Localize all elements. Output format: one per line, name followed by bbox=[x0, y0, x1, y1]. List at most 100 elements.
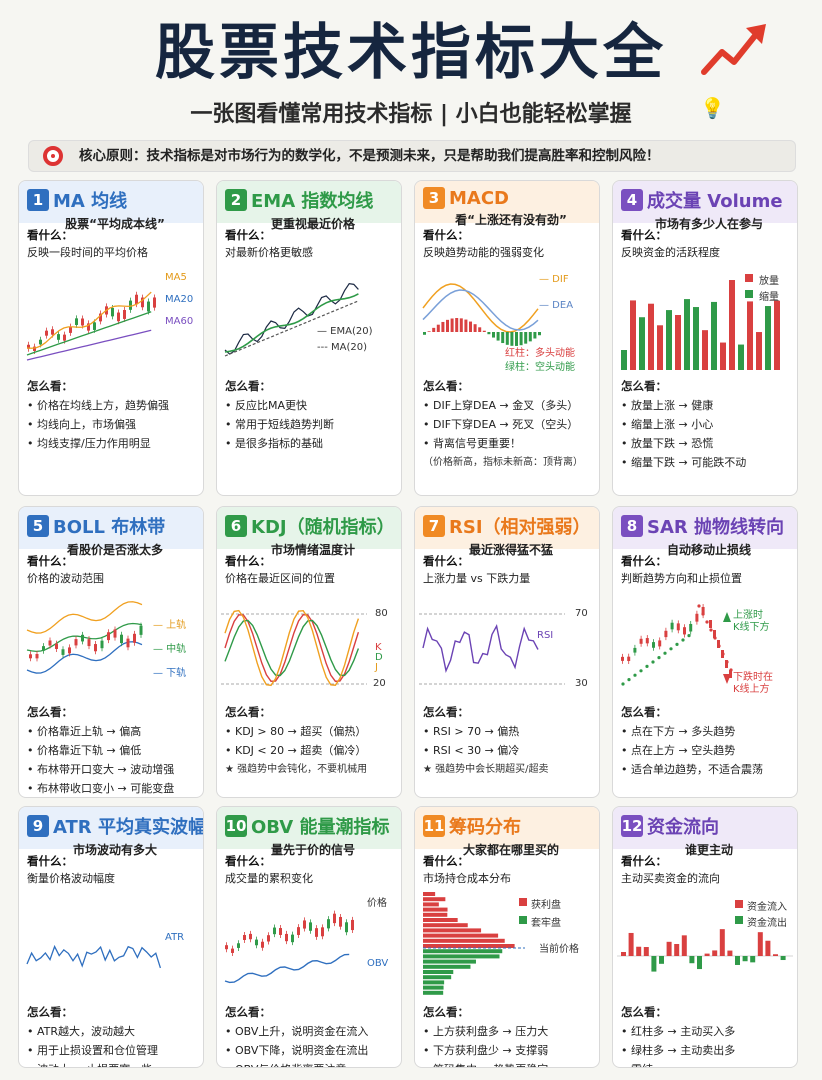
candle bbox=[315, 928, 318, 937]
points-list: OBV上升，说明资金在流入OBV下降，说明资金在流出OBV与价格背离要注意 bbox=[217, 1022, 401, 1067]
chip-bar bbox=[423, 980, 445, 985]
sar-dot bbox=[697, 604, 701, 608]
chart-label: 资金流入 bbox=[747, 902, 787, 913]
chart-label: 放量 bbox=[759, 276, 779, 287]
point-item: RSI < 30 → 偏冷 bbox=[423, 741, 599, 760]
point-item: 价格靠近上轨 → 偏高 bbox=[27, 722, 203, 741]
money-flow-bar bbox=[742, 956, 748, 962]
chart-label: — DEA bbox=[539, 300, 574, 311]
points-list: 反应比MA更快常用于短线趋势判断是很多指标的基础 bbox=[217, 396, 401, 453]
candle bbox=[123, 309, 126, 319]
macd-histogram-bar bbox=[455, 318, 459, 332]
money-flow-bar bbox=[666, 941, 672, 956]
candle bbox=[261, 941, 264, 948]
macd-histogram-bar bbox=[432, 327, 436, 332]
money-flow-bar bbox=[719, 929, 725, 956]
what-text: 市场持仓成本分布 bbox=[423, 872, 511, 885]
chip-bar bbox=[423, 990, 444, 995]
macd-histogram-bar bbox=[492, 332, 495, 338]
chip-bar bbox=[423, 918, 458, 922]
card-title: MA 均线 bbox=[53, 191, 128, 212]
points-list: RSI > 70 → 偏热RSI < 30 → 偏冷 bbox=[415, 722, 599, 760]
money-flow-bar bbox=[757, 932, 763, 956]
how-label: 怎么看： bbox=[225, 379, 271, 393]
card-subtitle: 股票“平均成本线” bbox=[65, 217, 165, 231]
card-header: 1 MA 均线 股票“平均成本线” bbox=[19, 181, 203, 231]
candle bbox=[100, 640, 104, 649]
what-label: 看什么： bbox=[423, 854, 469, 868]
volume-bar bbox=[639, 317, 645, 370]
card-note: ★ 强趋势中会长期超买/超卖 bbox=[423, 764, 549, 775]
chart-label: --- MA(20) bbox=[317, 342, 367, 353]
chip-bar bbox=[423, 959, 476, 964]
candle bbox=[297, 927, 300, 935]
point-item: 适合单边趋势，不适合震荡 bbox=[621, 760, 797, 779]
chart-label: ATR bbox=[165, 932, 185, 943]
point-item: 反应比MA更快 bbox=[225, 396, 401, 415]
card-title: MACD bbox=[449, 187, 509, 209]
target-icon bbox=[43, 146, 63, 166]
chart-area: 70 RSI 30 bbox=[415, 586, 599, 704]
chip-bar bbox=[423, 907, 448, 912]
dea-line bbox=[422, 289, 539, 331]
card-header: 4 成交量 Volume 市场有多少人在参与 bbox=[613, 181, 797, 231]
chart-label: MA20 bbox=[165, 294, 194, 305]
sar-dot bbox=[621, 682, 625, 686]
chip-bar bbox=[423, 985, 444, 990]
point-item: 需结 bbox=[621, 1060, 797, 1067]
points-list: DIF上穿DEA → 金叉（多头）DIF下穿DEA → 死叉（空头）背离信号更重… bbox=[415, 396, 599, 453]
chart-label: K线下方 bbox=[733, 622, 770, 633]
candle bbox=[633, 647, 637, 653]
indicator-chart bbox=[617, 900, 793, 972]
sar-dot bbox=[645, 664, 649, 668]
rsi-line bbox=[422, 623, 539, 673]
indicator-card: 6 KDJ（随机指标） 市场情绪温度计 看什么： 价格在最近区间的位置 80 K D J 20 怎么… bbox=[216, 506, 402, 798]
volume-bar bbox=[711, 301, 717, 370]
candle bbox=[87, 323, 90, 331]
chip-bar bbox=[423, 933, 499, 938]
macd-histogram-bar bbox=[501, 332, 505, 344]
point-item: ATR越大，波动越大 bbox=[27, 1022, 203, 1041]
points-list: 红柱多 → 主动买入多绿柱多 → 主动卖出多需结 bbox=[613, 1022, 797, 1067]
ma5-line bbox=[26, 291, 152, 349]
chip-bar bbox=[423, 928, 482, 933]
sar-dot bbox=[675, 642, 679, 646]
points-list: ATR越大，波动越大用于止损设置和仓位管理波动大 → 止损要宽一些 bbox=[19, 1022, 203, 1067]
chart-label: 30 bbox=[575, 678, 588, 689]
volume-bar bbox=[621, 350, 627, 370]
chart-area: — 上轨 — 中轨 — 下轨 bbox=[19, 586, 203, 704]
indicator-card: 4 成交量 Volume 市场有多少人在参与 看什么： 反映资金的活跃程度 放量 缩量 怎么看… bbox=[612, 180, 798, 496]
sar-dot bbox=[709, 628, 713, 632]
macd-histogram-bar bbox=[446, 319, 449, 332]
card-title: 成交量 Volume bbox=[647, 191, 783, 212]
card-subtitle: 更重视最近价格 bbox=[270, 217, 355, 231]
candle bbox=[345, 922, 348, 933]
sar-dot bbox=[701, 612, 705, 616]
card-title: OBV 能量潮指标 bbox=[251, 817, 390, 838]
how-label: 怎么看： bbox=[27, 1005, 73, 1019]
candle bbox=[141, 297, 144, 308]
card-header: 10 OBV 能量潮指标 量先于价的信号 bbox=[217, 807, 401, 857]
money-flow-bar bbox=[773, 954, 778, 956]
what-text: 价格的波动范围 bbox=[27, 572, 104, 585]
indicator-card: 2 EMA 指数均线 更重视最近价格 看什么： 对最新价格更敏感 — EMA(20) ---… bbox=[216, 180, 402, 496]
candle bbox=[701, 606, 705, 616]
card-number-badge: 3 bbox=[423, 187, 445, 209]
volume-bar bbox=[630, 300, 636, 370]
point-item: KDJ < 20 → 超卖（偏冷） bbox=[225, 741, 401, 760]
chip-bar bbox=[423, 954, 500, 959]
legend-swatch bbox=[735, 900, 743, 908]
chart-area: MA5 MA20 MA60 bbox=[19, 260, 203, 378]
card-subtitle: 大家都在哪里买的 bbox=[462, 843, 559, 857]
candle bbox=[267, 935, 270, 942]
money-flow-bar bbox=[780, 956, 786, 961]
point-item: 价格在均线上方，趋势偏强 bbox=[27, 396, 203, 415]
how-label: 怎么看： bbox=[423, 379, 469, 393]
candle bbox=[63, 334, 66, 341]
candle bbox=[709, 620, 712, 628]
point-item: 背离信号更重要！ bbox=[423, 434, 599, 453]
card-number-badge: 12 bbox=[621, 815, 643, 837]
card-number-badge: 4 bbox=[621, 189, 643, 211]
candle bbox=[48, 640, 52, 646]
